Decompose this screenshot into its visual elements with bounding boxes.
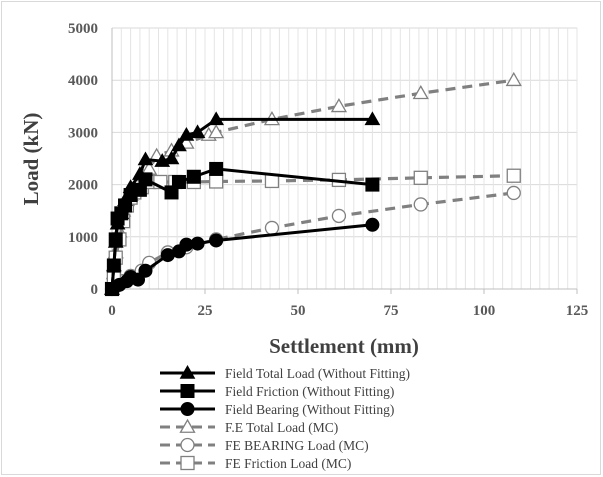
legend-marker xyxy=(180,402,195,416)
data-point xyxy=(106,258,121,273)
data-point xyxy=(189,124,206,139)
x-tick-label: 0 xyxy=(108,303,116,319)
data-point xyxy=(164,185,179,200)
y-tick-label: 3000 xyxy=(68,125,98,141)
data-point xyxy=(137,151,154,166)
data-point xyxy=(108,232,123,247)
legend-marker xyxy=(180,384,195,398)
legend-label: Field Bearing (Without Fitting) xyxy=(225,402,394,417)
legend-marker xyxy=(179,418,196,433)
data-point xyxy=(365,217,380,232)
data-point xyxy=(208,111,225,126)
data-point xyxy=(138,172,153,187)
data-point xyxy=(209,233,224,248)
legend-label: Field Friction (Without Fitting) xyxy=(225,384,394,399)
legend-marker xyxy=(180,437,195,453)
legend-item: Field Total Load (Without Fitting) xyxy=(160,364,410,381)
data-point xyxy=(413,197,428,212)
legend-label: FE Friction Load (MC) xyxy=(225,456,351,471)
data-point xyxy=(171,137,187,152)
legend-marker xyxy=(180,455,195,471)
data-point xyxy=(330,97,348,113)
legend-item: F.E Total Load (MC) xyxy=(160,418,338,435)
y-tick-label: 4000 xyxy=(68,73,98,89)
data-point xyxy=(506,168,521,183)
legend-label: Field Total Load (Without Fitting) xyxy=(225,366,410,381)
data-point xyxy=(171,174,186,189)
x-tick-label: 50 xyxy=(291,303,306,319)
y-axis-title: Load (kN) xyxy=(19,113,43,206)
legend-label: F.E Total Load (MC) xyxy=(225,420,338,435)
data-point xyxy=(412,84,429,100)
data-point xyxy=(264,220,280,236)
data-point xyxy=(209,174,224,189)
y-tick-label: 2000 xyxy=(68,178,98,194)
y-tick-label: 5000 xyxy=(68,21,98,37)
data-point xyxy=(505,71,522,87)
legend-item: Field Bearing (Without Fitting) xyxy=(160,402,394,417)
series-layer xyxy=(103,71,522,297)
data-point xyxy=(364,111,381,126)
data-point xyxy=(186,169,201,184)
data-point xyxy=(365,177,380,192)
data-point xyxy=(413,170,428,185)
data-point xyxy=(138,263,153,278)
legend-item: FE BEARING Load (MC) xyxy=(160,437,369,453)
legend: Field Total Load (Without Fitting) Field … xyxy=(160,364,410,471)
legend-item: Field Friction (Without Fitting) xyxy=(160,384,394,399)
data-point xyxy=(209,161,224,176)
series-2 xyxy=(105,217,380,296)
legend-item: FE Friction Load (MC) xyxy=(160,455,351,471)
legend-marker xyxy=(179,364,196,379)
x-tick-label: 100 xyxy=(473,303,496,319)
x-axis-title: Settlement (mm) xyxy=(269,334,419,358)
x-tick-label: 125 xyxy=(566,303,589,319)
y-tick-label: 0 xyxy=(91,282,99,298)
data-point xyxy=(506,185,521,201)
data-point xyxy=(331,208,347,224)
tick-labels: 0 1000 2000 3000 4000 5000 0 25 50 75 100 125 xyxy=(68,21,588,319)
series-line xyxy=(111,191,514,291)
data-point xyxy=(208,124,225,139)
data-point xyxy=(190,236,205,251)
data-point xyxy=(163,150,180,165)
series-1 xyxy=(105,161,380,296)
legend-label: FE BEARING Load (MC) xyxy=(225,438,369,453)
x-tick-label: 25 xyxy=(198,303,213,319)
y-tick-label: 1000 xyxy=(68,230,98,246)
data-point xyxy=(178,127,195,141)
x-tick-label: 75 xyxy=(384,303,399,319)
data-point xyxy=(131,272,146,287)
